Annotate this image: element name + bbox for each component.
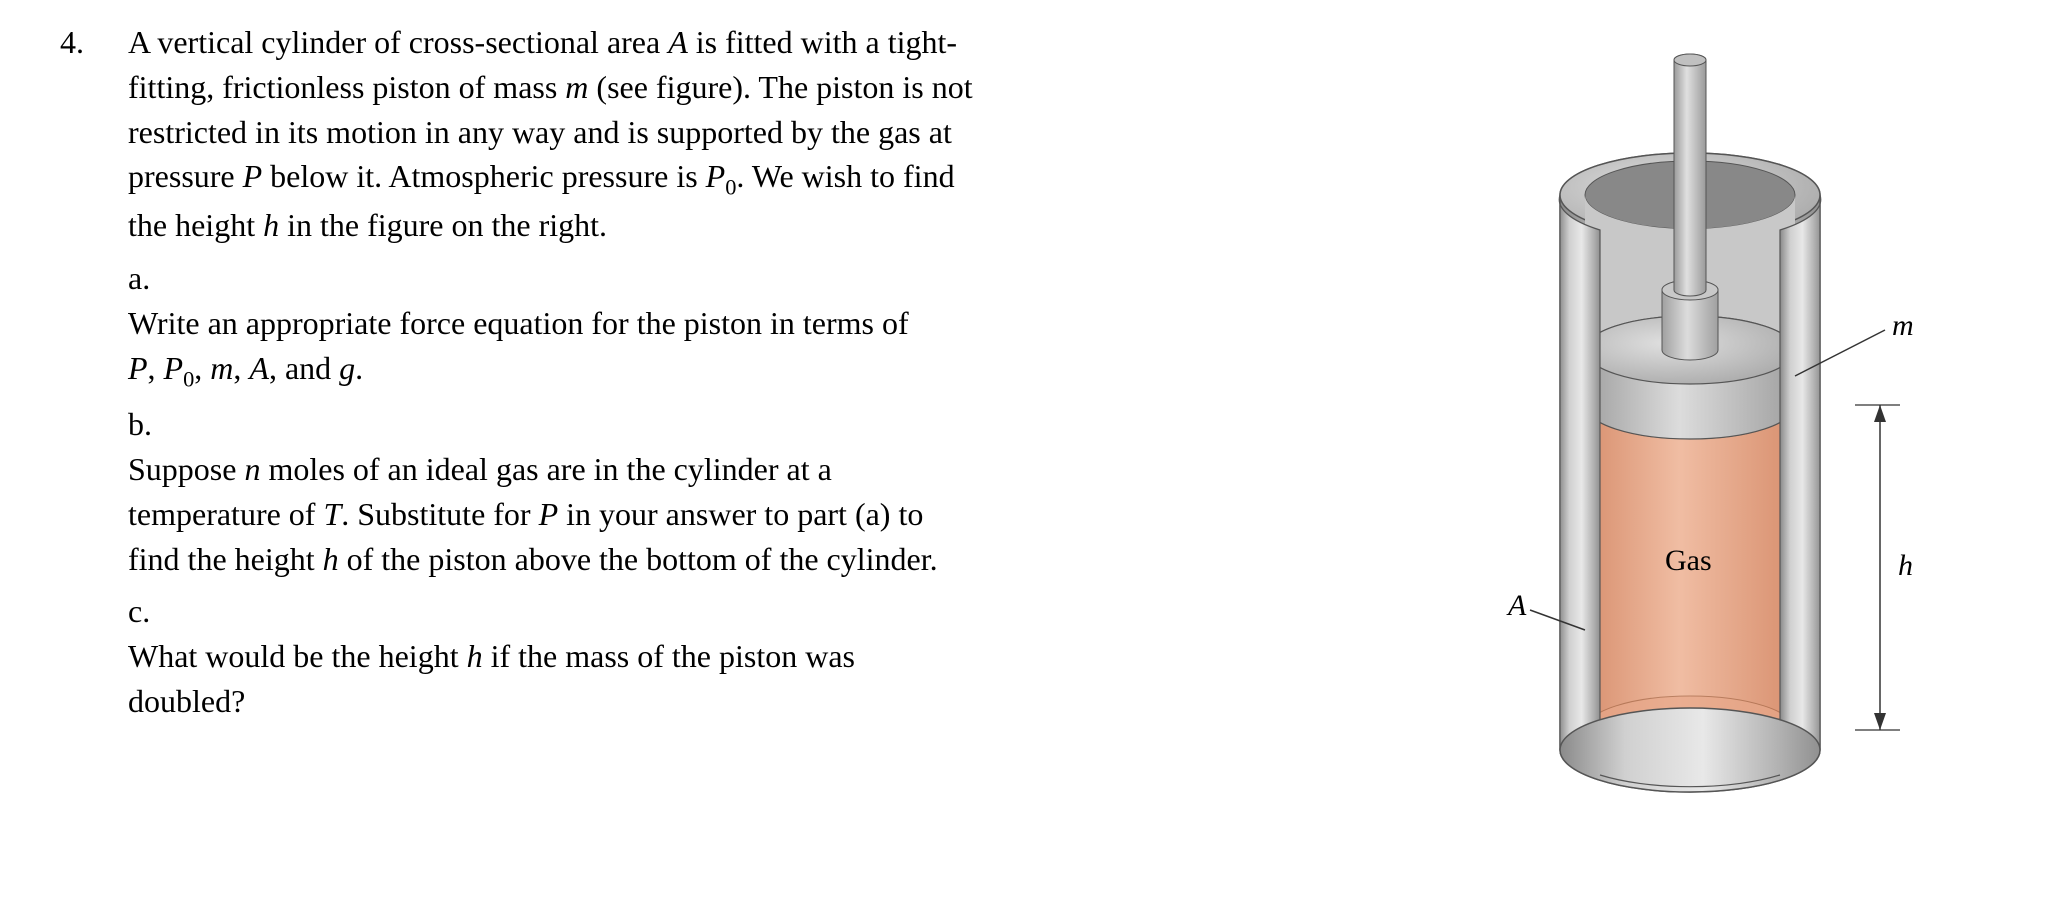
part-a: a. Write an appropriate force equation f… <box>128 256 1458 394</box>
problem-body: A vertical cylinder of cross-sectional a… <box>128 20 1458 724</box>
problem-number: 4. <box>60 20 120 65</box>
dim-h-arrow-top <box>1874 405 1886 422</box>
intro-text: A vertical cylinder of cross-sectional a… <box>128 20 1458 248</box>
var: P <box>164 350 184 386</box>
part-b-label: b. <box>128 402 178 447</box>
var: h <box>323 541 339 577</box>
dim-h-arrow-bottom <box>1874 713 1886 730</box>
text: find the height <box>128 541 323 577</box>
sep: . <box>355 350 363 386</box>
text: of the piston above the bottom of the cy… <box>339 541 938 577</box>
problem-container: 4. A vertical cylinder of cross-sectiona… <box>60 20 1986 850</box>
cylinder-cut-right <box>1780 195 1821 775</box>
cylinder-bottom <box>1560 708 1820 792</box>
text: doubled? <box>128 683 245 719</box>
sub: 0 <box>183 366 194 391</box>
intro-text-part: below it. Atmospheric pressure is <box>262 158 705 194</box>
text: in your answer to part (a) to <box>558 496 923 532</box>
var: A <box>249 350 269 386</box>
var-m: m <box>565 69 588 105</box>
var-A: A <box>668 24 688 60</box>
part-c-label: c. <box>128 589 178 634</box>
var: P <box>128 350 148 386</box>
part-a-line: Write an appropriate force equation for … <box>128 305 909 341</box>
intro-text-part: A vertical cylinder of cross-sectional a… <box>128 24 668 60</box>
intro-text-part: the height <box>128 207 263 243</box>
var: n <box>244 451 260 487</box>
piston-rod <box>1674 54 1706 296</box>
figure-column: m Gas A h <box>1500 20 1960 850</box>
part-a-text: Write an appropriate force equation for … <box>128 301 1403 395</box>
sub-0: 0 <box>725 175 736 200</box>
text: . Substitute for <box>341 496 538 532</box>
sep: , <box>148 350 164 386</box>
part-c-text: What would be the height h if the mass o… <box>128 634 1403 724</box>
intro-text-part: restricted in its motion in any way and … <box>128 114 952 150</box>
part-a-label: a. <box>128 256 178 301</box>
text: moles of an ideal gas are in the cylinde… <box>260 451 831 487</box>
label-gas: Gas <box>1665 544 1712 577</box>
part-b-text: Suppose n moles of an ideal gas are in t… <box>128 447 1403 581</box>
cylinder-figure: m Gas A h <box>1500 30 1960 850</box>
sep: , <box>233 350 249 386</box>
var-P: P <box>243 158 263 194</box>
intro-text-part: fitting, frictionless piston of mass <box>128 69 565 105</box>
intro-text-part: pressure <box>128 158 243 194</box>
var: T <box>323 496 341 532</box>
var: h <box>467 638 483 674</box>
part-c: c. What would be the height h if the mas… <box>128 589 1458 723</box>
sep: , and <box>269 350 339 386</box>
var-h: h <box>263 207 279 243</box>
var: P <box>539 496 559 532</box>
intro-text-part: . We wish to find <box>736 158 954 194</box>
var-P0: P <box>706 158 726 194</box>
label-m: m <box>1892 309 1914 342</box>
sep: , <box>194 350 210 386</box>
intro-text-part: is fitted with a tight- <box>688 24 957 60</box>
var: m <box>210 350 233 386</box>
text: if the mass of the piston was <box>483 638 855 674</box>
text: What would be the height <box>128 638 467 674</box>
text-column: 4. A vertical cylinder of cross-sectiona… <box>60 20 1460 850</box>
intro-text-part: (see figure). The piston is not <box>588 69 972 105</box>
label-A: A <box>1506 589 1527 622</box>
var: g <box>339 350 355 386</box>
intro-text-part: in the figure on the right. <box>279 207 607 243</box>
rod-top <box>1674 54 1706 66</box>
cylinder-cut-left <box>1559 195 1600 775</box>
part-b: b. Suppose n moles of an ideal gas are i… <box>128 402 1458 581</box>
label-h: h <box>1898 549 1913 582</box>
text: Suppose <box>128 451 244 487</box>
text: temperature of <box>128 496 323 532</box>
